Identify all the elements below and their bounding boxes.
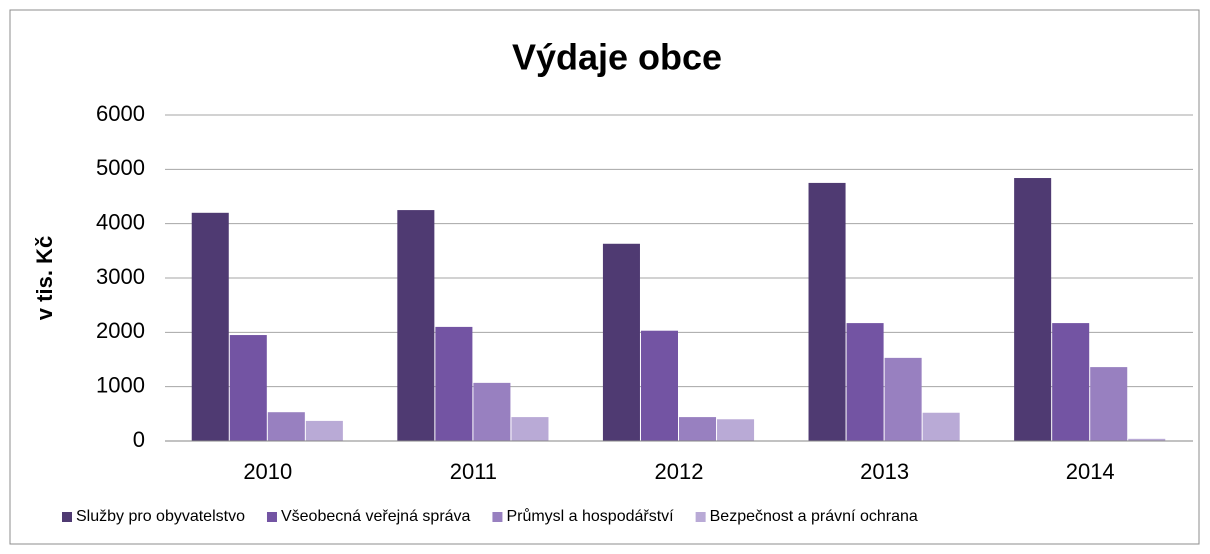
bar	[229, 335, 267, 441]
chart-title: Výdaje obce	[512, 37, 722, 78]
y-tick-label: 1000	[96, 372, 145, 397]
bar	[397, 210, 435, 441]
x-tick-label: 2014	[1066, 459, 1115, 484]
bar	[1090, 367, 1128, 441]
bar	[267, 412, 305, 441]
bar	[305, 420, 343, 441]
y-tick-label: 2000	[96, 318, 145, 343]
bar	[846, 323, 884, 441]
bar	[1052, 323, 1090, 441]
bar	[435, 326, 473, 441]
legend-marker	[266, 512, 277, 522]
bar	[679, 417, 717, 441]
bar	[1014, 178, 1052, 441]
x-tick-label: 2011	[450, 459, 497, 484]
x-tick-label: 2012	[655, 459, 704, 484]
bar	[602, 243, 640, 441]
bar	[808, 182, 846, 441]
y-tick-label: 0	[133, 427, 145, 452]
x-tick-label: 2010	[243, 459, 292, 484]
y-axis-label: v tis. Kč	[32, 236, 57, 320]
bar	[511, 417, 549, 441]
x-tick-label: 2013	[860, 459, 909, 484]
legend-label: Bezpečnost a právní ochrana	[710, 508, 918, 525]
y-tick-label: 4000	[96, 209, 145, 234]
legend-label: Průmysl a hospodářství	[506, 507, 674, 525]
legend-marker	[62, 512, 72, 522]
bar	[640, 330, 678, 441]
y-tick-label: 3000	[96, 264, 145, 289]
bar	[922, 412, 960, 441]
legend-label: Služby pro obyvatelstvo	[76, 508, 245, 525]
bar	[717, 419, 755, 441]
y-tick-label: 5000	[96, 155, 145, 180]
legend-label: Všeobecná veřejná správa	[281, 508, 471, 525]
bar	[1128, 438, 1166, 441]
legend-marker	[695, 512, 706, 522]
bar	[191, 212, 229, 441]
bar	[884, 357, 922, 441]
bar	[473, 382, 511, 441]
y-tick-label: 6000	[96, 101, 145, 126]
legend-marker	[492, 512, 503, 522]
